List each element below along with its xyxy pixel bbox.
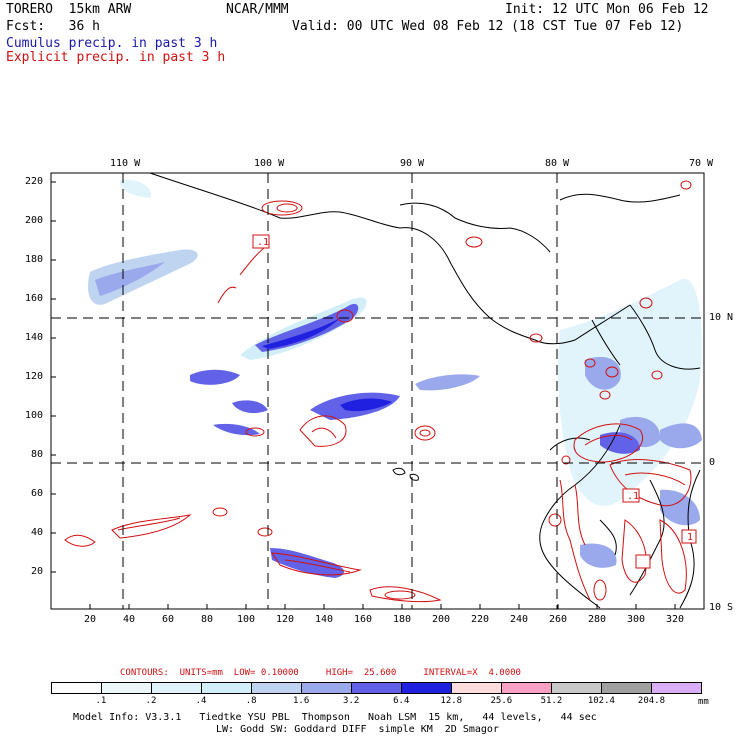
cumulus-precip-areas [87, 179, 702, 578]
x-tick: 320 [666, 614, 685, 625]
scale-label: 1.6 [292, 696, 310, 706]
axis-ticks [51, 181, 676, 609]
x-tick: 220 [471, 614, 490, 625]
scale-swatch [451, 683, 501, 693]
y-tick: 100 [25, 410, 44, 421]
contour-label: .1 [257, 237, 270, 248]
y-tick: 40 [31, 527, 44, 538]
forecast-hour: Fcst: 36 h [6, 19, 100, 34]
x-tick: 160 [354, 614, 373, 625]
scale-swatch [101, 683, 151, 693]
lat-label: 10 S [709, 602, 734, 613]
color-scale [51, 682, 702, 694]
scale-label: .4 [195, 696, 207, 706]
contour-label: 1 [687, 532, 694, 543]
y-tick: 80 [31, 449, 44, 460]
cumulus-legend: Cumulus precip. in past 3 h [6, 36, 218, 51]
x-tick: 280 [588, 614, 607, 625]
explicit-legend: Explicit precip. in past 3 h [6, 50, 226, 65]
x-tick: 180 [393, 614, 412, 625]
scale-labels: .1 .2 .4 .8 1.6 3.2 6.4 12.8 25.6 51.2 102.4 204.8 [51, 696, 702, 708]
contour-label-boxes [252, 234, 697, 569]
x-tick: 200 [432, 614, 451, 625]
scale-swatch [401, 683, 451, 693]
y-tick: 140 [25, 332, 44, 343]
lon-label: 110 W [110, 158, 141, 169]
scale-swatch [551, 683, 601, 693]
y-tick: 180 [25, 254, 44, 265]
scale-label: 102.4 [587, 696, 615, 706]
y-tick: 200 [25, 215, 44, 226]
explicit-precip-contours [64, 180, 692, 603]
lon-label: 80 W [545, 158, 570, 169]
x-tick: 120 [276, 614, 295, 625]
lon-label: 100 W [254, 158, 285, 169]
scale-label: .2 [145, 696, 157, 706]
valid-time: Valid: 00 UTC Wed 08 Feb 12 (18 CST Tue … [292, 19, 684, 34]
scale-label: 3.2 [343, 696, 360, 706]
scale-label: 51.2 [540, 696, 563, 706]
x-tick: 240 [510, 614, 529, 625]
init-time: Init: 12 UTC Mon 06 Feb 12 [505, 2, 709, 17]
scale-label: 6.4 [393, 696, 410, 706]
scale-label: 25.6 [490, 696, 513, 706]
lat-label: 10 N [709, 312, 734, 323]
org-label: NCAR/MMM [226, 2, 289, 17]
lon-label: 90 W [400, 158, 425, 169]
contour-label: .1 [627, 491, 640, 502]
x-tick: 40 [123, 614, 136, 625]
scale-swatch [651, 683, 701, 693]
coastlines [149, 172, 701, 609]
x-tick: 20 [84, 614, 97, 625]
scale-label: .8 [245, 696, 257, 706]
scale-swatch [52, 683, 101, 693]
y-tick: 160 [25, 293, 44, 304]
y-tick: 60 [31, 488, 44, 499]
scale-swatch [501, 683, 551, 693]
x-tick: 100 [237, 614, 256, 625]
x-tick: 260 [549, 614, 568, 625]
scale-label: 12.8 [440, 696, 463, 706]
scale-swatch [601, 683, 651, 693]
scale-swatch [351, 683, 401, 693]
y-tick: 220 [25, 176, 44, 187]
scale-swatch [201, 683, 251, 693]
x-tick: 80 [201, 614, 214, 625]
contours-info: CONTOURS: UNITS=mm LOW= 0.10000 HIGH= 25… [120, 668, 521, 678]
scale-swatch [151, 683, 201, 693]
scale-unit: mm [698, 697, 709, 707]
lat-label: 0 [709, 457, 716, 468]
y-tick: 20 [31, 566, 44, 577]
x-tick: 300 [627, 614, 646, 625]
scale-label: .1 [95, 696, 107, 706]
scale-label: 204.8 [637, 696, 666, 706]
lon-label: 70 W [689, 158, 714, 169]
model-info: Model Info: V3.3.1 Tiedtke YSU PBL Thomp… [73, 712, 597, 723]
scale-swatch [301, 683, 351, 693]
x-tick: 60 [162, 614, 175, 625]
model-title: TORERO 15km ARW [6, 2, 132, 17]
physics-info: LW: Godd SW: Goddard DIFF simple KM 2D S… [216, 724, 499, 735]
y-tick: 120 [25, 371, 44, 382]
scale-swatch [251, 683, 301, 693]
x-tick: 140 [315, 614, 334, 625]
